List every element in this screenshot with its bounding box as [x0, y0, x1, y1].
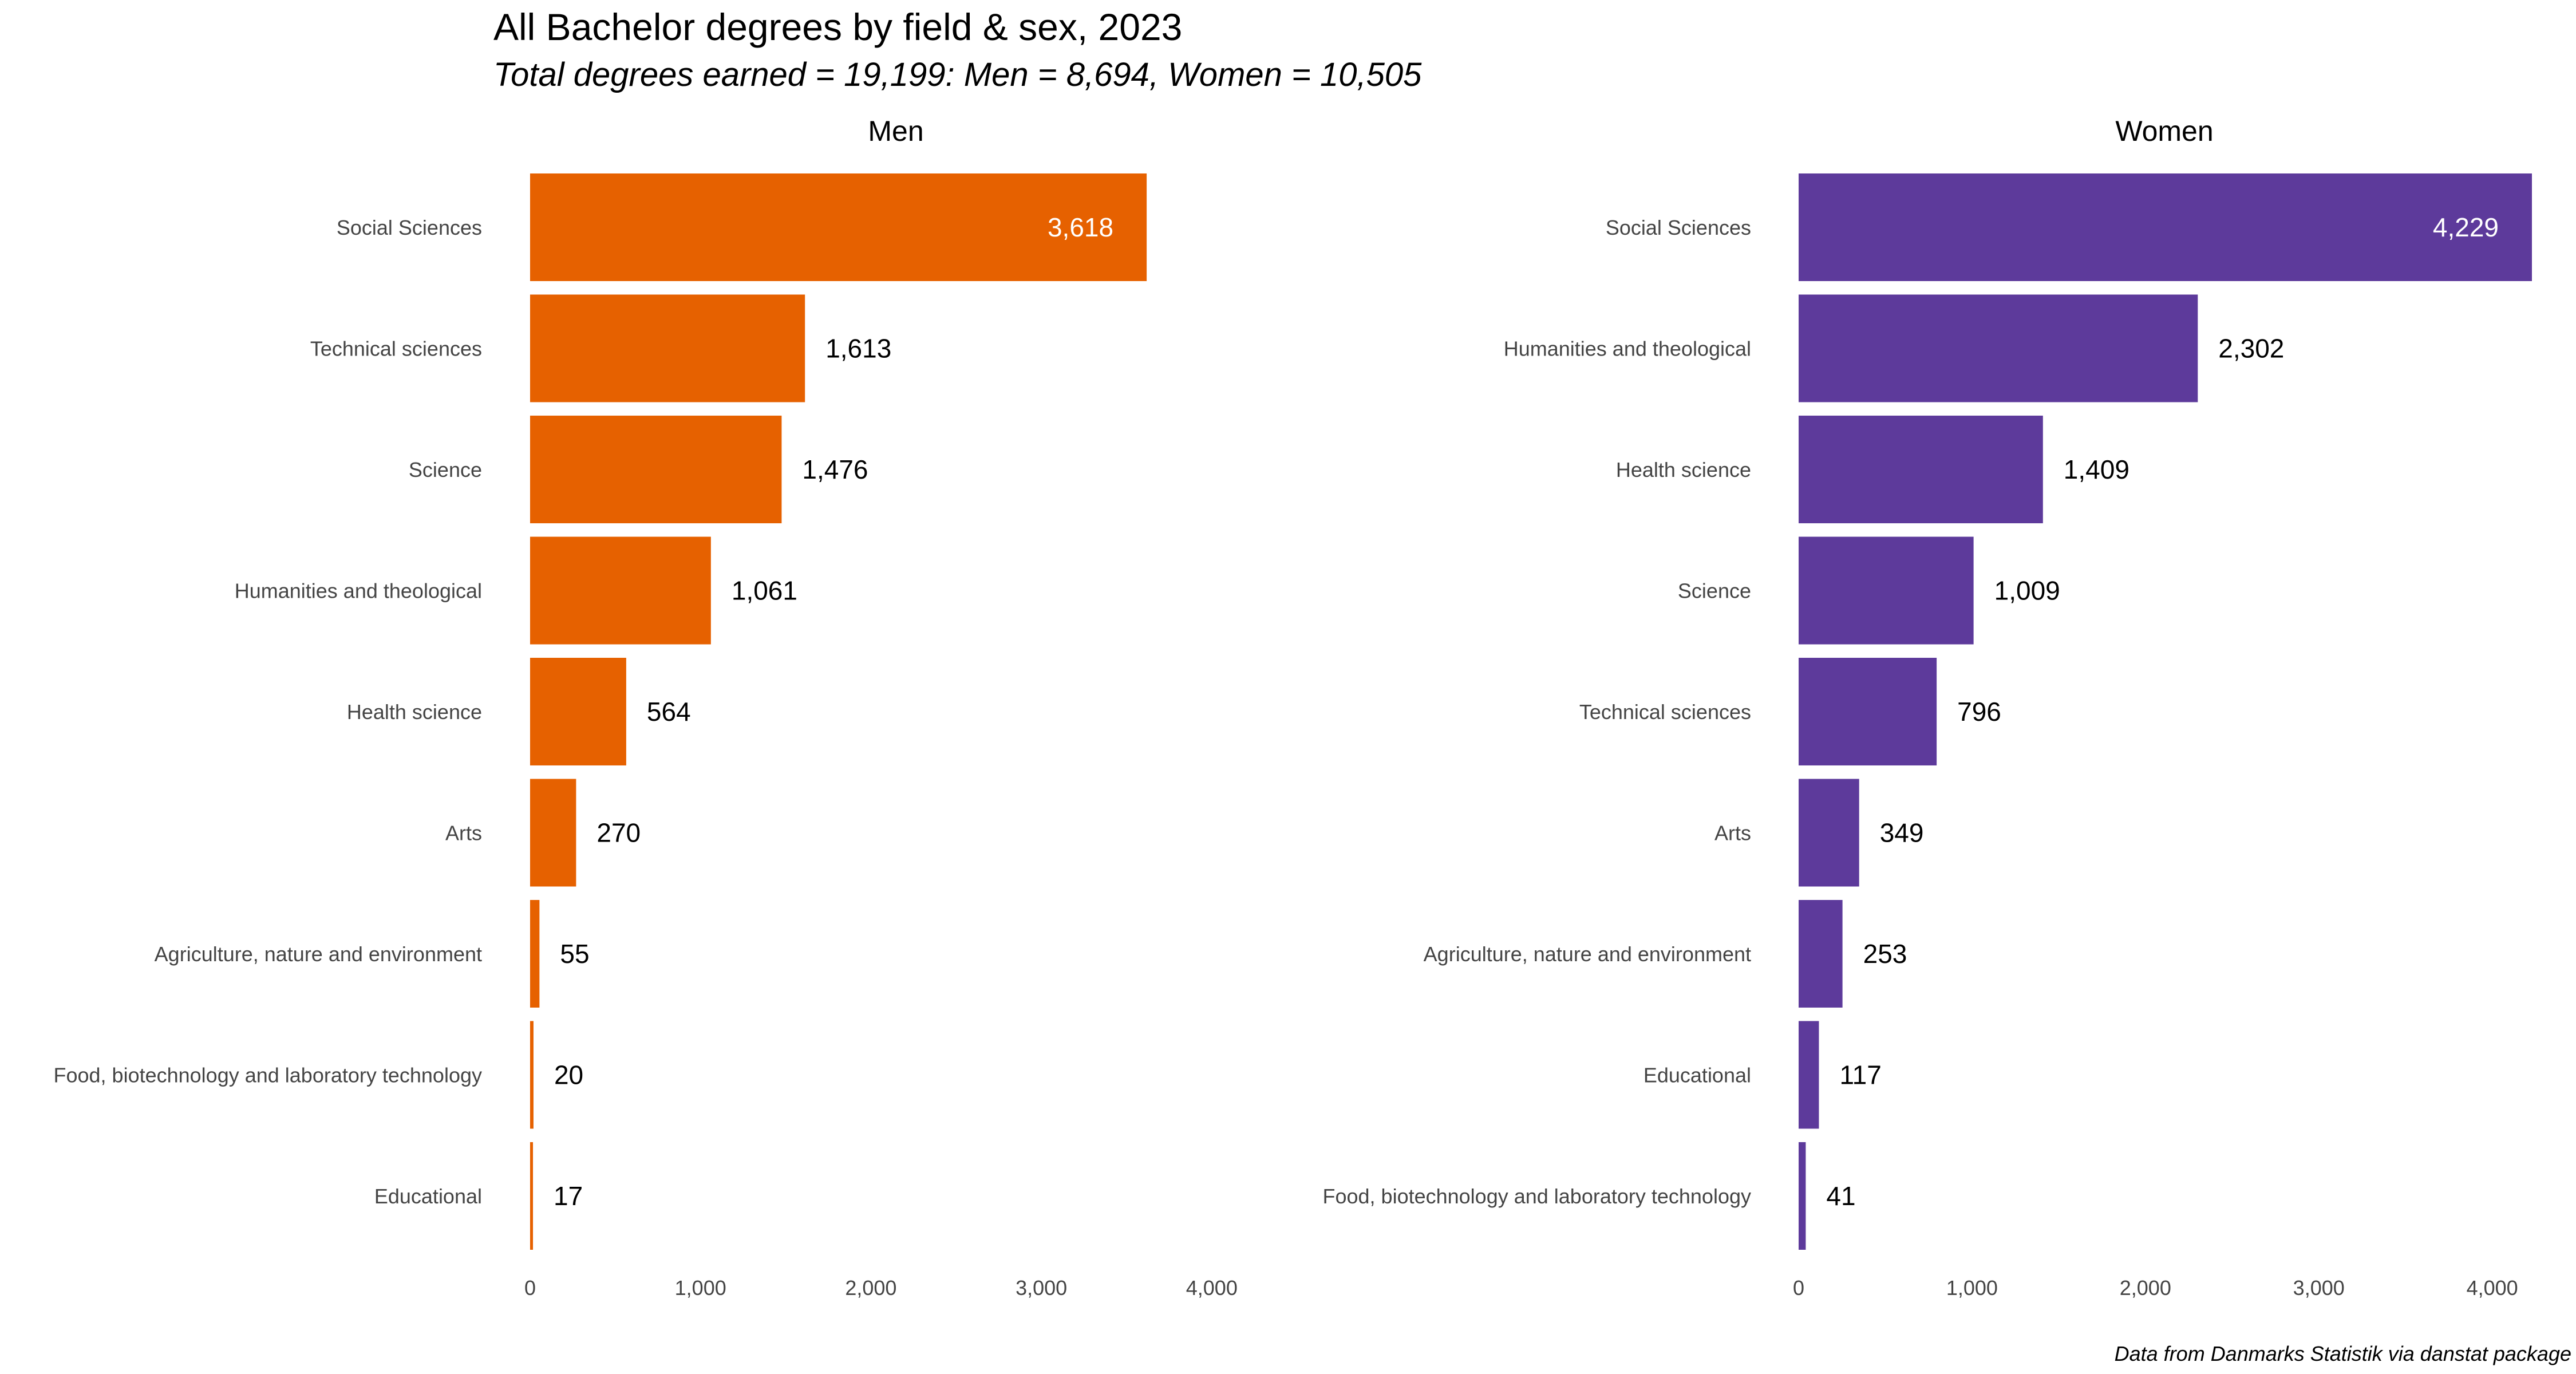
bar-women	[1799, 294, 2198, 402]
category-label-women: Science	[1678, 579, 1751, 603]
category-label-women: Social Sciences	[1606, 216, 1751, 239]
bar-men	[530, 416, 782, 523]
data-label-women: 41	[1826, 1181, 1855, 1211]
data-label-women: 4,229	[2433, 212, 2499, 242]
x-tick-label-men: 3,000	[1016, 1276, 1067, 1300]
category-label-women: Food, biotechnology and laboratory techn…	[1322, 1185, 1751, 1208]
bar-women	[1799, 900, 1843, 1008]
category-label-men: Humanities and theological	[235, 579, 482, 603]
facet-label-women: Women	[2115, 115, 2213, 147]
data-label-women: 2,302	[2218, 334, 2284, 364]
category-label-men: Educational	[374, 1185, 482, 1208]
category-label-men: Science	[409, 458, 482, 481]
bar-women	[1799, 658, 1937, 765]
bar-men	[530, 1142, 534, 1250]
data-label-men: 1,613	[825, 334, 891, 364]
data-label-men: 1,476	[802, 455, 868, 484]
category-label-women: Technical sciences	[1579, 700, 1751, 724]
x-tick-label-men: 4,000	[1186, 1276, 1238, 1300]
category-label-women: Educational	[1643, 1064, 1751, 1087]
bar-men	[530, 173, 1147, 281]
data-label-men: 55	[560, 939, 589, 969]
category-label-men: Social Sciences	[337, 216, 482, 239]
data-label-women: 796	[1957, 697, 2001, 727]
x-tick-label-men: 0	[524, 1276, 536, 1300]
chart-title: All Bachelor degrees by field & sex, 202…	[493, 6, 1182, 48]
data-label-men: 20	[554, 1060, 583, 1090]
data-label-men: 564	[647, 697, 691, 727]
data-label-women: 253	[1863, 939, 1907, 969]
category-label-women: Humanities and theological	[1504, 337, 1751, 361]
x-tick-label-women: 2,000	[2120, 1276, 2171, 1300]
bar-men	[530, 658, 626, 765]
data-label-men: 1,061	[732, 576, 797, 606]
bar-women	[1799, 536, 1974, 645]
chart-caption: Data from Danmarks Statistik via danstat…	[2115, 1342, 2571, 1365]
category-label-women: Health science	[1616, 458, 1751, 481]
category-label-men: Food, biotechnology and laboratory techn…	[53, 1064, 482, 1087]
chart-subtitle: Total degrees earned = 19,199: Men = 8,6…	[493, 56, 1422, 93]
data-label-women: 117	[1839, 1060, 1881, 1090]
data-label-women: 349	[1880, 818, 1924, 848]
bar-men	[530, 779, 576, 887]
data-label-women: 1,009	[1994, 576, 2060, 606]
category-label-men: Arts	[445, 822, 482, 845]
bar-women	[1799, 1021, 1819, 1129]
category-label-men: Technical sciences	[310, 337, 482, 361]
bar-women	[1799, 1142, 1806, 1250]
x-tick-label-women: 4,000	[2467, 1276, 2518, 1300]
category-label-women: Agriculture, nature and environment	[1424, 942, 1751, 966]
category-label-women: Arts	[1714, 822, 1751, 845]
bar-men	[530, 294, 805, 402]
x-tick-label-men: 2,000	[845, 1276, 896, 1300]
bar-men	[530, 1021, 534, 1129]
category-label-men: Health science	[347, 700, 482, 724]
data-label-men: 270	[596, 818, 641, 848]
bar-men	[530, 900, 540, 1008]
bar-men	[530, 536, 711, 645]
x-tick-label-men: 1,000	[675, 1276, 726, 1300]
data-label-women: 1,409	[2064, 455, 2129, 484]
x-tick-label-women: 3,000	[2293, 1276, 2345, 1300]
bar-women	[1799, 779, 1859, 887]
bar-women	[1799, 173, 2532, 281]
facet-label-men: Men	[868, 115, 923, 147]
data-label-men: 17	[554, 1181, 583, 1211]
bar-women	[1799, 416, 2043, 523]
data-label-men: 3,618	[1048, 212, 1113, 242]
x-tick-label-women: 1,000	[1946, 1276, 1998, 1300]
x-tick-label-women: 0	[1793, 1276, 1804, 1300]
category-label-men: Agriculture, nature and environment	[155, 942, 482, 966]
